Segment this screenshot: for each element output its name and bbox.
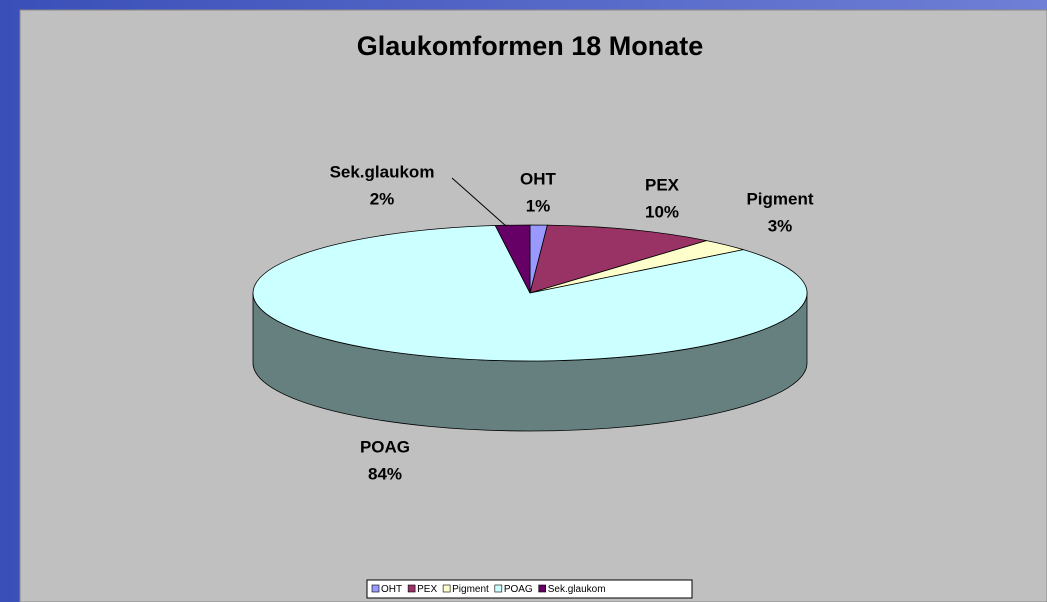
slice-label: PEX: [645, 175, 680, 194]
legend-label: PEX: [417, 584, 437, 595]
slice-label: Pigment: [746, 189, 813, 208]
leader-line: [451, 177, 507, 227]
legend-swatch: [494, 584, 503, 593]
legend-label: Pigment: [452, 584, 489, 595]
legend-swatch: [538, 584, 547, 593]
slice-value: 84%: [368, 464, 402, 483]
pie: [252, 224, 808, 432]
legend-label: Sek.glaukom: [548, 584, 606, 595]
legend-label: OHT: [381, 584, 402, 595]
legend-swatch: [442, 584, 451, 593]
legend: OHT PEX Pigment POAG Sek.glaukom: [371, 584, 606, 595]
legend-label: POAG: [504, 584, 533, 595]
slice-value: 2%: [370, 189, 395, 208]
legend-box: [366, 579, 693, 599]
pie-slice: [252, 225, 808, 362]
slice-label: POAG: [360, 437, 410, 456]
data-labels: OHT 1% PEX 10% Pigment 3% POAG 84% Sek.glaukom 2%: [330, 162, 814, 483]
chart-title: Glaukomformen 18 Monate: [357, 31, 704, 61]
pie-slice: [494, 224, 531, 294]
slice-value: 1%: [526, 196, 551, 215]
legend-swatch: [407, 584, 416, 593]
slice-label: OHT: [520, 169, 557, 188]
pie-slice: [529, 224, 707, 294]
legend-swatch: [371, 584, 380, 593]
slice-value: 10%: [645, 202, 679, 221]
slice-label: Sek.glaukom: [330, 162, 435, 181]
slice-value: 3%: [768, 216, 793, 235]
